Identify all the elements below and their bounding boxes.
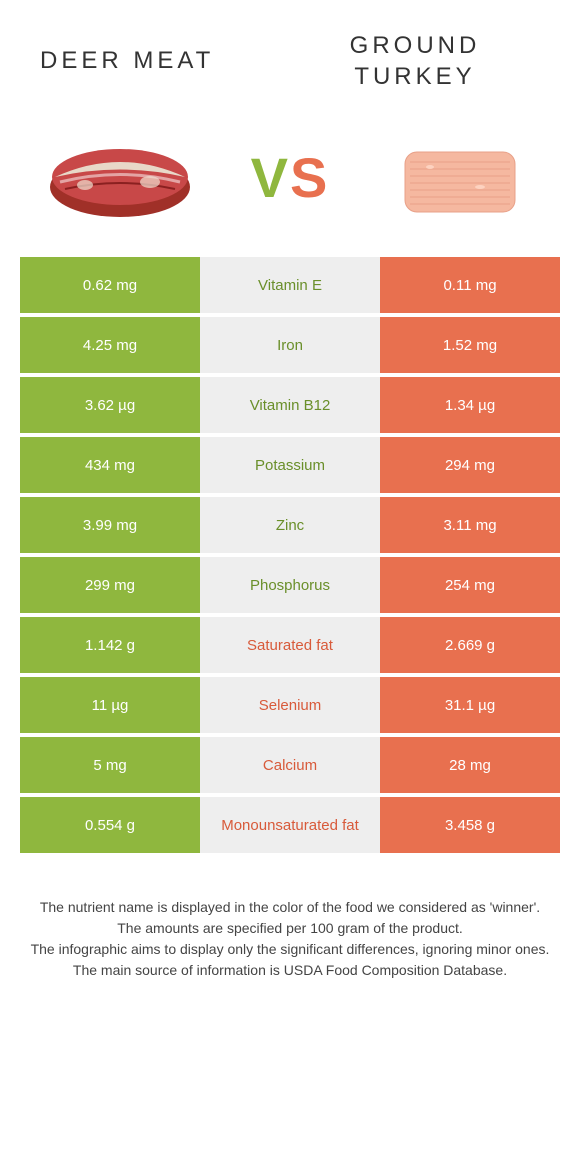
nutrient-label: Calcium — [200, 737, 380, 793]
left-value: 11 µg — [20, 677, 200, 733]
table-row: 11 µgSelenium31.1 µg — [20, 677, 560, 733]
nutrient-label: Iron — [200, 317, 380, 373]
table-row: 4.25 mgIron1.52 mg — [20, 317, 560, 373]
right-value: 3.458 g — [380, 797, 560, 853]
right-value: 31.1 µg — [380, 677, 560, 733]
table-row: 3.99 mgZinc3.11 mg — [20, 497, 560, 553]
vs-label: VS — [251, 145, 330, 210]
nutrient-label: Vitamin E — [200, 257, 380, 313]
left-value: 299 mg — [20, 557, 200, 613]
right-value: 3.11 mg — [380, 497, 560, 553]
left-value: 4.25 mg — [20, 317, 200, 373]
table-row: 1.142 gSaturated fat2.669 g — [20, 617, 560, 673]
right-value: 28 mg — [380, 737, 560, 793]
nutrient-label: Phosphorus — [200, 557, 380, 613]
right-value: 254 mg — [380, 557, 560, 613]
nutrient-label: Zinc — [200, 497, 380, 553]
images-row: VS — [0, 112, 580, 257]
ground-turkey-image — [380, 122, 540, 232]
left-value: 5 mg — [20, 737, 200, 793]
footer-line: The nutrient name is displayed in the co… — [30, 897, 550, 918]
deer-meat-image — [40, 122, 200, 232]
right-value: 2.669 g — [380, 617, 560, 673]
footer-line: The amounts are specified per 100 gram o… — [30, 918, 550, 939]
footer-line: The infographic aims to display only the… — [30, 939, 550, 960]
vs-s: S — [290, 146, 329, 209]
left-value: 3.99 mg — [20, 497, 200, 553]
footer-notes: The nutrient name is displayed in the co… — [0, 857, 580, 981]
right-food-title: GROUNDTURKEY — [290, 30, 540, 92]
nutrient-label: Saturated fat — [200, 617, 380, 673]
right-value: 1.34 µg — [380, 377, 560, 433]
table-row: 299 mgPhosphorus254 mg — [20, 557, 560, 613]
left-value: 1.142 g — [20, 617, 200, 673]
right-value: 294 mg — [380, 437, 560, 493]
left-value: 0.554 g — [20, 797, 200, 853]
table-row: 0.62 mgVitamin E0.11 mg — [20, 257, 560, 313]
table-row: 434 mgPotassium294 mg — [20, 437, 560, 493]
footer-line: The main source of information is USDA F… — [30, 960, 550, 981]
nutrient-label: Monounsaturated fat — [200, 797, 380, 853]
header: DEER MEAT GROUNDTURKEY — [0, 0, 580, 112]
vs-v: V — [251, 146, 290, 209]
nutrient-label: Vitamin B12 — [200, 377, 380, 433]
table-row: 5 mgCalcium28 mg — [20, 737, 560, 793]
left-value: 0.62 mg — [20, 257, 200, 313]
table-row: 0.554 gMonounsaturated fat3.458 g — [20, 797, 560, 853]
right-value: 1.52 mg — [380, 317, 560, 373]
left-value: 434 mg — [20, 437, 200, 493]
nutrient-label: Potassium — [200, 437, 380, 493]
nutrient-table: 0.62 mgVitamin E0.11 mg4.25 mgIron1.52 m… — [20, 257, 560, 853]
right-value: 0.11 mg — [380, 257, 560, 313]
table-row: 3.62 µgVitamin B121.34 µg — [20, 377, 560, 433]
nutrient-label: Selenium — [200, 677, 380, 733]
left-value: 3.62 µg — [20, 377, 200, 433]
left-food-title: DEER MEAT — [40, 47, 290, 75]
